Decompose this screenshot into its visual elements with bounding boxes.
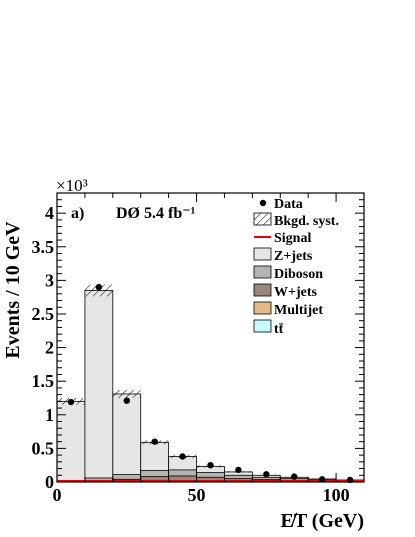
y-axis-title: Events / 10 GeV — [2, 221, 24, 359]
data-point-4 — [179, 453, 186, 460]
y-tick-label-4: 2 — [45, 338, 54, 358]
x-tick-label-0: 0 — [53, 485, 62, 505]
legend-wjets-swatch — [253, 283, 272, 297]
x-tick-label-1: 50 — [188, 485, 206, 505]
data-point-0 — [67, 398, 75, 406]
y-tick-label-8: 4 — [45, 203, 54, 223]
y-tick-label-3: 1.5 — [32, 371, 55, 391]
panel-label: a) — [71, 205, 84, 222]
plot-area: 0 50 100 0 0.5 1 1.5 2 2.5 3 3.5 4 — [32, 192, 365, 505]
y-tick-label-0: 0 — [45, 472, 54, 492]
legend-zjets-swatch — [253, 247, 272, 261]
data-point-7 — [263, 471, 270, 478]
bar-zjets-1 — [84, 290, 114, 483]
legend-diboson-swatch — [253, 265, 272, 279]
y-tick-label-1: 0.5 — [32, 438, 55, 458]
x-axis-title: E̸T (GeV) — [280, 510, 364, 532]
data-point-2 — [123, 397, 130, 404]
legend-signal-label: Signal — [274, 231, 311, 246]
y-tick-label-6: 3 — [45, 270, 54, 290]
bar-zjets-2 — [112, 393, 142, 483]
data-point-9 — [318, 476, 326, 483]
legend-ttbar-swatch — [253, 319, 272, 333]
legend-ttbar-label: tt̄ — [274, 322, 284, 337]
data-point-5 — [207, 461, 214, 469]
legend-data-marker — [259, 199, 267, 207]
data-point-6 — [235, 466, 242, 474]
legend-syst-swatch — [253, 212, 272, 226]
legend-multijet-label: Multijet — [274, 303, 323, 318]
legend-zjets-label: Z+jets — [274, 249, 313, 264]
experiment-label: DØ 5.4 fb⁻¹ — [116, 205, 196, 222]
legend-wjets-label: W+jets — [274, 285, 318, 300]
y-tick-label-7: 3.5 — [32, 237, 55, 257]
y-tick-label-2: 1 — [45, 405, 54, 425]
legend: Data Bkgd. syst. Signal Z+jets Diboson W… — [253, 197, 339, 337]
data-point-1 — [95, 283, 103, 291]
data-point-3 — [151, 438, 158, 445]
plot-frame — [56, 192, 365, 483]
legend-multijet-swatch — [253, 301, 272, 315]
legend-syst-label: Bkgd. syst. — [274, 214, 339, 229]
x-tick-label-2: 100 — [323, 485, 350, 505]
legend-data-label: Data — [274, 197, 303, 212]
syst-band-2 — [112, 389, 141, 398]
syst-band-1 — [84, 284, 113, 297]
data-point-8 — [291, 473, 298, 480]
y-multiplier: ×10³ — [56, 176, 88, 195]
legend-diboson-label: Diboson — [274, 267, 323, 282]
y-tick-label-5: 2.5 — [32, 304, 55, 324]
